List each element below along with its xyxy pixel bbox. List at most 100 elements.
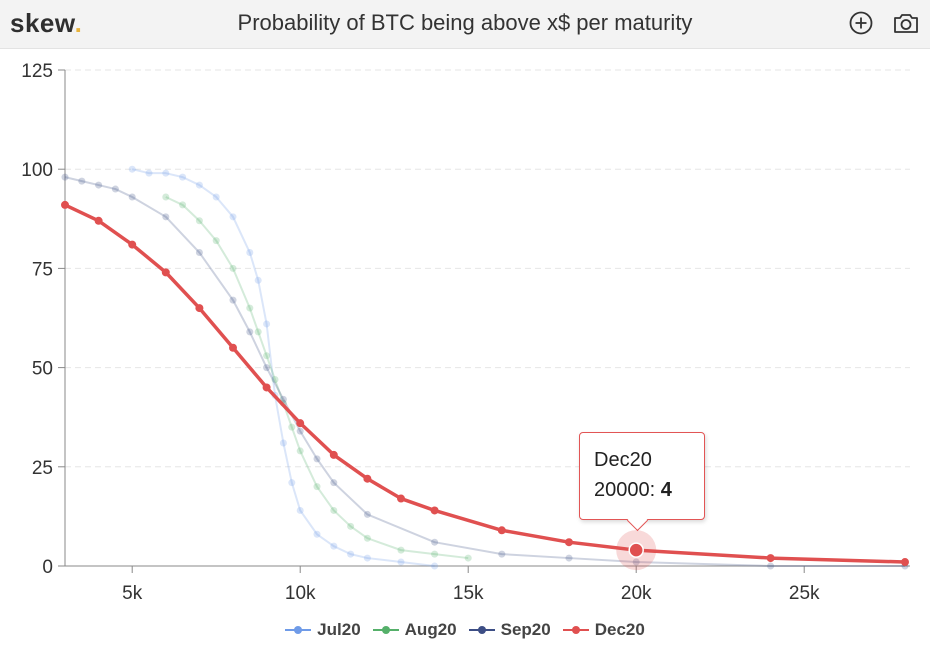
data-point-jul20 [162, 169, 170, 177]
chart-plot: 0 25 50 75 100 125 5k 10k 15k 20k 25k [21, 61, 910, 604]
logo-text: skew [10, 8, 75, 38]
data-point-aug20 [288, 423, 296, 431]
data-point-sep20 [229, 296, 237, 304]
data-point-sep20 [498, 550, 506, 558]
logo-dot: . [74, 8, 83, 38]
data-point-sep20 [162, 213, 170, 221]
data-point-sep20 [195, 249, 203, 257]
tooltip-series: Dec20 [594, 449, 652, 471]
chart-legend: Jul20 Aug20 Sep20 Dec20 [0, 620, 930, 646]
zoom-plus-icon[interactable] [848, 10, 876, 38]
data-point-dec20 [329, 450, 338, 459]
chart-tooltip: Dec20 20000: 4 [579, 432, 705, 520]
data-point-jul20 [254, 276, 262, 284]
tooltip-x: 20000: [594, 479, 656, 501]
data-point-jul20 [212, 193, 220, 201]
data-point-dec20 [195, 304, 204, 313]
series-line-aug20 [165, 196, 469, 560]
data-point-jul20 [195, 181, 203, 189]
y-tick-label: 25 [32, 458, 53, 479]
data-point-aug20 [271, 376, 279, 384]
y-tick-label: 100 [21, 160, 53, 181]
data-point-sep20 [632, 558, 640, 566]
data-point-aug20 [229, 264, 237, 272]
data-point-sep20 [767, 562, 775, 570]
data-point-jul20 [128, 165, 136, 173]
y-tick-label: 50 [32, 359, 53, 380]
data-point-aug20 [162, 193, 170, 201]
tooltip-value-line: 20000: 4 [594, 475, 690, 505]
data-point-sep20 [111, 185, 119, 193]
data-point-dec20 [397, 494, 405, 503]
legend-swatch [372, 624, 399, 636]
data-point-aug20 [347, 522, 355, 530]
camera-icon[interactable] [892, 10, 920, 38]
data-point-sep20 [263, 364, 271, 372]
data-point-aug20 [464, 554, 472, 562]
data-point-aug20 [263, 352, 271, 360]
data-point-aug20 [363, 534, 371, 542]
data-point-aug20 [397, 546, 405, 554]
legend-label: Aug20 [404, 620, 457, 639]
legend-item-sep20[interactable]: Sep20 [468, 620, 551, 640]
data-point-sep20 [78, 177, 86, 185]
data-point-dec20 [128, 240, 137, 249]
data-point-jul20 [296, 506, 304, 514]
data-point-sep20 [128, 193, 136, 201]
legend-label: Jul20 [317, 620, 361, 639]
data-point-jul20 [229, 213, 237, 221]
data-point-sep20 [61, 173, 69, 181]
data-point-jul20 [279, 439, 287, 447]
data-point-jul20 [431, 562, 439, 570]
series-line-sep20 [64, 176, 905, 567]
data-point-aug20 [195, 217, 203, 225]
data-point-dec20 [94, 216, 103, 225]
data-point-dec20 [161, 268, 170, 277]
data-point-jul20 [288, 479, 296, 487]
y-tick-label: 0 [42, 557, 53, 578]
data-point-jul20 [363, 554, 371, 562]
legend-item-aug20[interactable]: Aug20 [372, 620, 457, 640]
data-point-dec20 [430, 506, 439, 515]
data-point-dec20 [766, 554, 775, 563]
series-line-jul20 [131, 168, 435, 567]
data-point-aug20 [254, 328, 262, 336]
legend-swatch [285, 624, 312, 636]
x-tick-label: 15k [453, 583, 484, 604]
skew-logo[interactable]: skew. [10, 8, 82, 39]
data-point-jul20 [347, 550, 355, 558]
data-point-dec20 [901, 558, 909, 567]
data-point-aug20 [296, 447, 304, 455]
tooltip-value: 4 [660, 479, 672, 501]
data-point-jul20 [313, 530, 321, 538]
data-point-jul20 [397, 558, 405, 566]
data-point-dec20 [229, 343, 237, 352]
data-point-dec20 [565, 538, 573, 547]
data-point-sep20 [431, 538, 439, 546]
data-point-sep20 [95, 181, 103, 189]
data-point-aug20 [330, 506, 338, 514]
legend-label: Sep20 [500, 620, 551, 639]
series-line-dec20 [64, 203, 906, 564]
x-tick-label: 5k [122, 583, 143, 604]
data-point-sep20 [363, 510, 371, 518]
highlight-point [628, 542, 644, 558]
data-point-aug20 [246, 304, 254, 312]
data-point-jul20 [246, 249, 254, 257]
data-point-jul20 [179, 173, 187, 181]
y-tick-label: 125 [21, 61, 53, 82]
data-point-aug20 [313, 483, 321, 491]
data-point-aug20 [179, 201, 187, 209]
y-tick-label: 75 [32, 259, 53, 280]
data-point-dec20 [61, 200, 69, 209]
data-point-sep20 [565, 554, 573, 562]
legend-item-jul20[interactable]: Jul20 [285, 620, 361, 640]
legend-swatch [468, 624, 495, 636]
legend-swatch [562, 624, 589, 636]
legend-item-dec20[interactable]: Dec20 [562, 620, 645, 640]
data-point-sep20 [296, 427, 304, 435]
data-point-dec20 [262, 383, 271, 392]
data-point-sep20 [330, 479, 338, 487]
chart-header: skew. Probability of BTC being above x$ … [0, 0, 930, 49]
data-point-dec20 [497, 526, 506, 535]
